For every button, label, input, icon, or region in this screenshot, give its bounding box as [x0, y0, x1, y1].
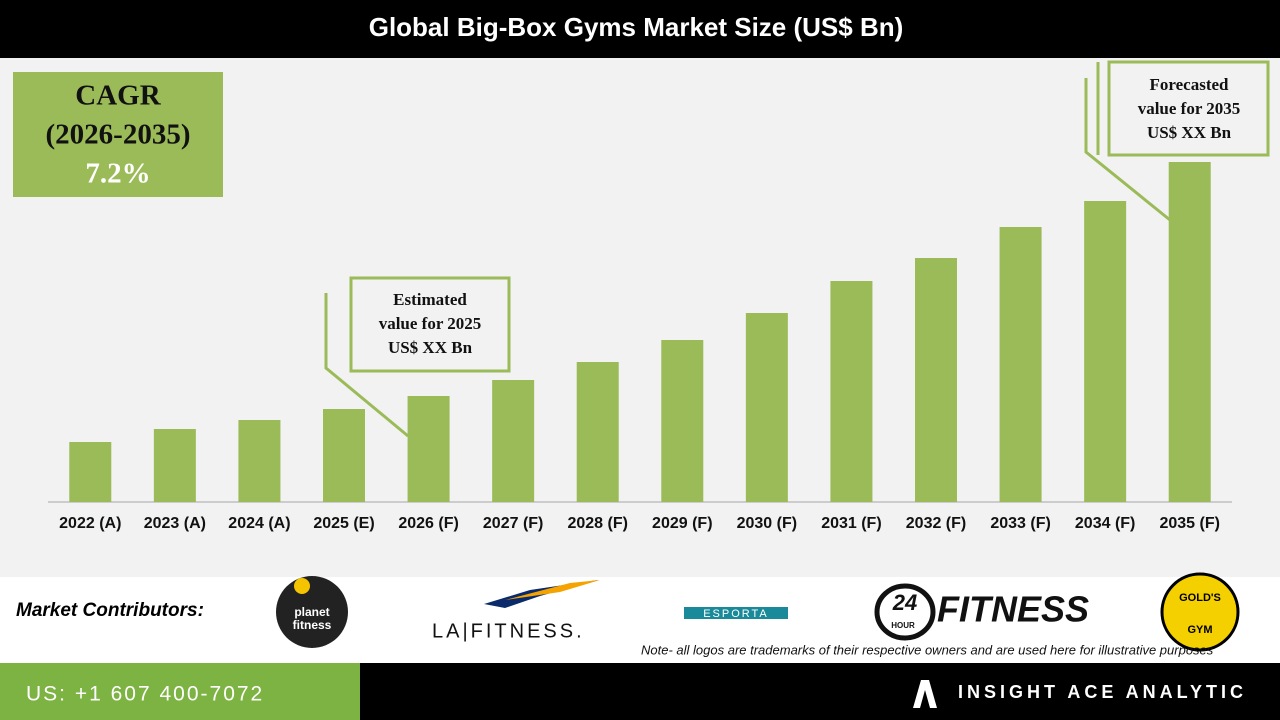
bar: [830, 281, 873, 502]
footer-right: [360, 663, 1280, 720]
x-tick-label: 2029 (F): [652, 515, 712, 532]
callout-pointer: [1084, 78, 1171, 222]
callout-box: [1107, 60, 1270, 157]
x-tick-label: 2022 (A): [59, 515, 121, 532]
bar: [745, 313, 788, 502]
x-tick-label: 2025 (E): [313, 515, 374, 532]
x-tick-label: 2033 (F): [990, 515, 1050, 532]
logo-text: ESPORTA: [703, 608, 769, 620]
x-tick-label: 2027 (F): [483, 515, 543, 532]
callout-text: value for 2025: [379, 314, 482, 333]
x-tick-label: 2034 (F): [1075, 515, 1135, 532]
x-tick-label: 2035 (F): [1159, 515, 1219, 532]
x-tick-label: 2030 (F): [737, 515, 797, 532]
logo-text: GYM: [1187, 624, 1212, 636]
bar: [238, 420, 281, 502]
contributors-label: Market Contributors:: [16, 600, 204, 621]
callout-text: Estimated: [393, 290, 467, 309]
bars: 2022 (A) 2023 (A) 2024 (A) 2025 (E) 2026 (F)…: [59, 162, 1220, 532]
x-tick-label: 2023 (A): [144, 515, 206, 532]
callout-text: US$ XX Bn: [1147, 123, 1232, 142]
brand: INSIGHT ACE ANALYTIC: [958, 682, 1247, 702]
logo-text: fitness: [293, 618, 332, 632]
logo-bar: [684, 607, 788, 619]
x-tick-label: 2026 (F): [398, 515, 458, 532]
bar: [407, 396, 450, 502]
logo-text: GOLD'S: [1179, 592, 1221, 604]
logo-badge: [276, 576, 348, 648]
footer-left: [0, 663, 360, 720]
logo-text: 24: [892, 590, 917, 615]
logo-text: planet: [294, 605, 329, 619]
logo-text: LA|FITNESS.: [432, 620, 585, 642]
callout-text: Forecasted: [1150, 75, 1230, 94]
bar: [999, 227, 1042, 502]
phone: US: +1 607 400-7072: [26, 683, 264, 706]
callout-box: [349, 276, 511, 373]
x-tick-label: 2032 (F): [906, 515, 966, 532]
callout-text: value for 2035: [1138, 99, 1241, 118]
bar: [323, 409, 365, 502]
bar: [153, 429, 196, 502]
brand-icon: [913, 680, 937, 708]
x-tick-label: 2028 (F): [567, 515, 627, 532]
bar: [915, 258, 957, 502]
x-tick-label: 2024 (A): [228, 515, 290, 532]
bar: [1084, 201, 1127, 502]
callout-text: US$ XX Bn: [388, 338, 473, 357]
logo-text: HOUR: [891, 621, 915, 630]
chart-title: Global Big-Box Gyms Market Size (US$ Bn): [369, 12, 904, 42]
title-bar: [0, 0, 1280, 58]
logo-icon: [294, 578, 310, 594]
logo-ring: [874, 583, 936, 641]
bar: [69, 442, 112, 502]
bar: [492, 380, 535, 502]
logo-swoosh: [505, 580, 600, 600]
x-tick-label: 2031 (F): [821, 515, 881, 532]
note: Note- all logos are trademarks of their …: [641, 642, 1214, 657]
bar: [576, 362, 619, 502]
logo-text: FITNESS: [937, 589, 1089, 630]
logo-badge: [1160, 572, 1240, 652]
bar: [1168, 162, 1211, 502]
cagr-label: CAGR: [75, 80, 161, 112]
cagr-period: (2026-2035): [46, 119, 191, 151]
cagr-value: 7.2%: [85, 158, 150, 190]
callout-pointer: [324, 293, 409, 438]
cagr-box: [13, 72, 223, 197]
bar: [661, 340, 704, 502]
